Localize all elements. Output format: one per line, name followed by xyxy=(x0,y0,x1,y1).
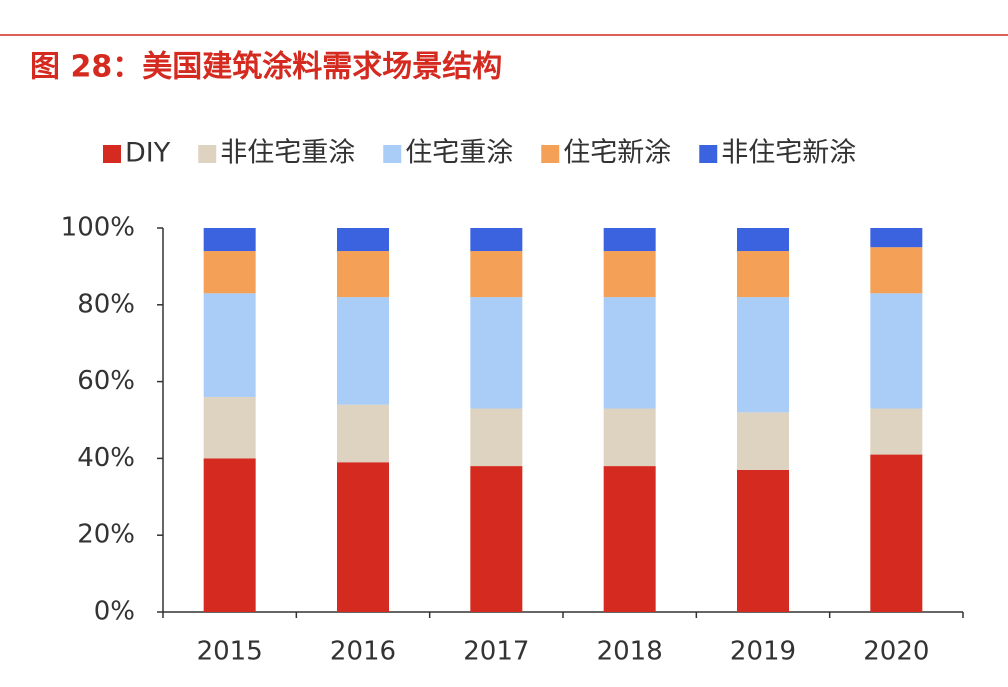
bar-segment xyxy=(870,408,923,455)
bar-segment xyxy=(470,251,523,298)
legend-label: DIY xyxy=(125,138,171,169)
bar-segment xyxy=(737,412,789,470)
bar-segment xyxy=(603,297,656,409)
y-tick-label: 40% xyxy=(77,443,135,473)
bar-segment xyxy=(203,228,256,252)
bar-segment xyxy=(737,228,789,252)
x-tick-label: 2018 xyxy=(597,637,663,667)
bar-segment xyxy=(470,408,523,467)
x-tick-label: 2020 xyxy=(863,637,929,667)
bar-segment xyxy=(870,454,923,612)
bar-segment xyxy=(737,297,789,413)
legend-swatch xyxy=(541,145,560,163)
bar-segment xyxy=(470,228,523,252)
x-tick-label: 2016 xyxy=(330,637,396,667)
bar-segment xyxy=(870,247,923,294)
bar-segment xyxy=(203,396,256,459)
chart-title: 图 28：美国建筑涂料需求场景结构 xyxy=(30,50,502,85)
legend-swatch xyxy=(198,145,217,163)
bar-segment xyxy=(337,297,389,405)
bar-segment xyxy=(470,466,523,612)
y-tick-label: 100% xyxy=(61,213,135,243)
bar-segment xyxy=(337,462,389,612)
bar-segment xyxy=(737,251,789,298)
bar-segment xyxy=(870,293,923,409)
legend-swatch xyxy=(383,145,402,163)
legend-label: 非住宅重涂 xyxy=(220,138,355,169)
legend-swatch xyxy=(699,145,718,163)
bar-segment xyxy=(337,228,389,252)
bar-segment xyxy=(603,408,656,467)
x-tick-label: 2019 xyxy=(730,637,796,667)
legend-label: 住宅新涂 xyxy=(563,138,671,169)
bar-segment xyxy=(870,228,923,248)
legend-label: 住宅重涂 xyxy=(405,138,513,169)
y-tick-label: 20% xyxy=(77,520,135,550)
bar-segment xyxy=(337,404,389,463)
bar-segment xyxy=(203,458,256,612)
bar-segment xyxy=(737,469,789,612)
x-tick-label: 2015 xyxy=(197,637,263,667)
legend-swatch xyxy=(103,145,121,163)
legend-label: 非住宅新涂 xyxy=(721,138,856,169)
bar-segment xyxy=(603,228,656,252)
x-tick-label: 2017 xyxy=(463,637,529,667)
bar-segment xyxy=(203,251,256,294)
bar-segment xyxy=(337,251,389,298)
y-tick-label: 80% xyxy=(77,289,135,319)
y-tick-label: 60% xyxy=(77,366,135,396)
bar-segment xyxy=(603,251,656,298)
bar-segment xyxy=(470,297,523,409)
bar-segment xyxy=(203,293,256,397)
bar-segment xyxy=(603,466,656,612)
y-tick-label: 0% xyxy=(94,597,135,627)
